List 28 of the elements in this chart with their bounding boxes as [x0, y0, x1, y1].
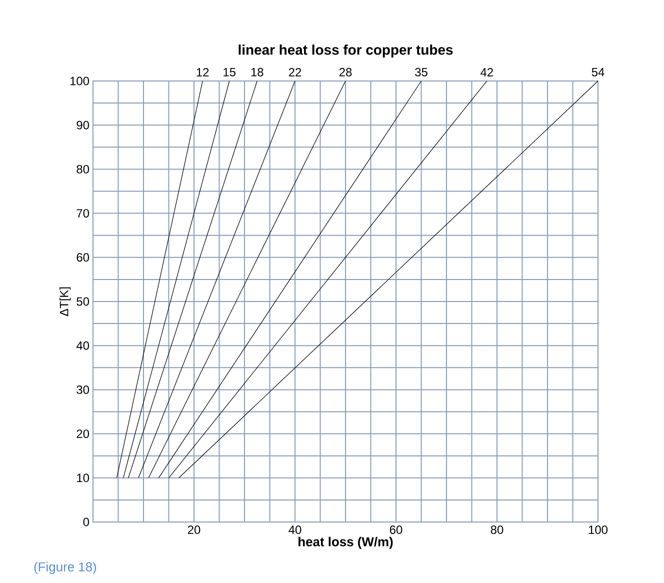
y-tick-label: 10 [77, 474, 90, 482]
x-tick-label: 80 [490, 526, 504, 534]
series-label: 12 [196, 68, 209, 76]
series-label: 22 [288, 68, 302, 76]
series-label: 54 [592, 68, 604, 76]
x-axis-title: heat loss (W/m) [298, 536, 393, 549]
series-label: 18 [251, 68, 264, 76]
x-tick-label: 60 [390, 526, 402, 534]
x-tick-label: 20 [188, 526, 200, 534]
x-tick-label: 100 [588, 526, 608, 534]
series-label: 42 [480, 68, 493, 76]
y-axis-title: ΔT[K] [60, 287, 71, 316]
y-tick-label: 20 [76, 430, 90, 438]
y-tick-label: 0 [83, 518, 90, 526]
chart-title: linear heat loss for copper tubes [238, 44, 453, 58]
y-tick-label: 60 [76, 253, 90, 262]
y-tick-label: 80 [76, 164, 90, 174]
series-label: 35 [415, 68, 428, 76]
y-tick-label: 50 [76, 297, 90, 306]
text: (Figure 18) [34, 562, 96, 574]
y-tick-label: 30 [76, 385, 90, 394]
y-tick-label: 40 [76, 341, 90, 350]
series-label: 28 [339, 68, 352, 76]
x-tick-label: 40 [288, 526, 302, 534]
y-tick-label: 90 [76, 120, 90, 130]
series-label: 15 [224, 68, 236, 76]
y-tick-label: 100 [70, 76, 90, 86]
y-tick-label: 70 [76, 209, 90, 218]
